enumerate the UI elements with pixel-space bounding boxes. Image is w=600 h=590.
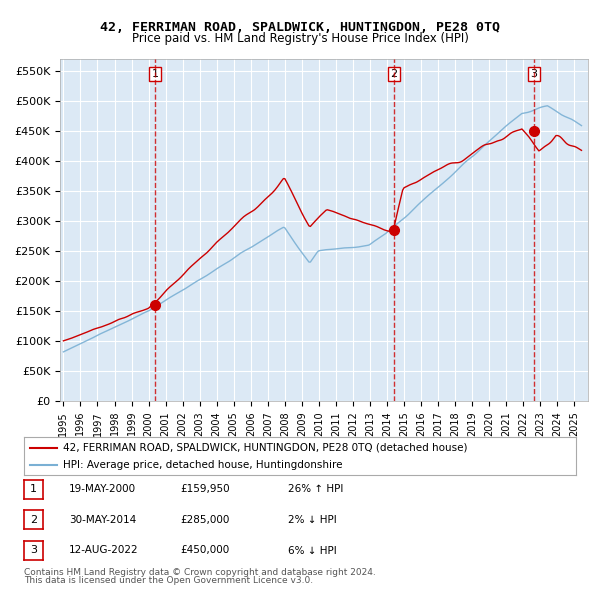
Text: 42, FERRIMAN ROAD, SPALDWICK, HUNTINGDON, PE28 0TQ (detached house): 42, FERRIMAN ROAD, SPALDWICK, HUNTINGDON…: [62, 442, 467, 453]
Text: 12-AUG-2022: 12-AUG-2022: [69, 546, 139, 555]
Text: 42, FERRIMAN ROAD, SPALDWICK, HUNTINGDON, PE28 0TQ: 42, FERRIMAN ROAD, SPALDWICK, HUNTINGDON…: [100, 21, 500, 34]
Text: 2% ↓ HPI: 2% ↓ HPI: [288, 515, 337, 525]
Text: £450,000: £450,000: [180, 546, 229, 555]
Text: This data is licensed under the Open Government Licence v3.0.: This data is licensed under the Open Gov…: [24, 576, 313, 585]
Text: 1: 1: [30, 484, 37, 494]
Text: 26% ↑ HPI: 26% ↑ HPI: [288, 484, 343, 494]
Text: 30-MAY-2014: 30-MAY-2014: [69, 515, 136, 525]
Text: Price paid vs. HM Land Registry's House Price Index (HPI): Price paid vs. HM Land Registry's House …: [131, 32, 469, 45]
Text: 6% ↓ HPI: 6% ↓ HPI: [288, 546, 337, 555]
Text: 2: 2: [391, 69, 398, 79]
Text: 3: 3: [530, 69, 538, 79]
Text: HPI: Average price, detached house, Huntingdonshire: HPI: Average price, detached house, Hunt…: [62, 460, 342, 470]
Text: £159,950: £159,950: [180, 484, 230, 494]
Text: £285,000: £285,000: [180, 515, 229, 525]
Text: 19-MAY-2000: 19-MAY-2000: [69, 484, 136, 494]
Text: Contains HM Land Registry data © Crown copyright and database right 2024.: Contains HM Land Registry data © Crown c…: [24, 568, 376, 577]
Text: 3: 3: [30, 546, 37, 555]
Text: 1: 1: [152, 69, 158, 79]
Text: 2: 2: [30, 515, 37, 525]
